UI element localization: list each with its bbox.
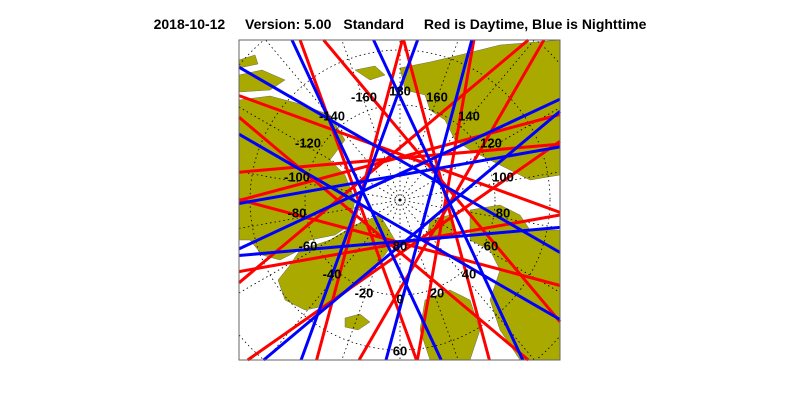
longitude-label: -40 <box>323 266 342 281</box>
map-frame <box>238 39 561 361</box>
longitude-label: 140 <box>458 108 480 123</box>
latitude-circle <box>238 41 559 359</box>
longitude-label: -160 <box>351 89 377 104</box>
nighttime-line <box>238 132 561 321</box>
longitude-line <box>399 199 459 361</box>
daytime-line <box>246 140 561 362</box>
nighttime-line <box>290 39 443 361</box>
nighttime-line <box>384 39 474 361</box>
longitude-label: -100 <box>284 169 310 184</box>
latitude-label: 80 <box>393 238 407 253</box>
nighttime-line <box>238 97 561 251</box>
longitude-label: 20 <box>430 285 444 300</box>
longitude-label: 180 <box>389 83 411 98</box>
mode-label: Standard <box>343 16 405 32</box>
legend-text: Red is Daytime, Blue is Nighttime <box>423 16 647 32</box>
latitude-label: 60 <box>393 343 407 358</box>
longitude-line <box>341 39 401 201</box>
nighttime-line <box>299 39 420 361</box>
longitude-label: -140 <box>319 108 345 123</box>
nighttime-line <box>238 225 561 257</box>
longitude-label: -60 <box>299 238 318 253</box>
longitude-label: 60 <box>484 238 498 253</box>
longitude-label: -120 <box>295 135 321 150</box>
longitude-label: 160 <box>426 89 448 104</box>
longitude-label: 40 <box>462 266 476 281</box>
longitude-line <box>341 199 401 361</box>
longitude-line <box>399 171 561 201</box>
longitude-label: -20 <box>355 285 374 300</box>
longitude-label: 0 <box>396 291 403 306</box>
nighttime-line <box>238 65 561 254</box>
daytime-line <box>238 94 561 214</box>
version-label: Version: 5.00 <box>245 16 332 32</box>
daytime-line <box>357 39 546 361</box>
plot-title: 2018-10-12 Version: 5.00 Standard Red is … <box>0 16 800 32</box>
longitude-label: 80 <box>496 205 510 220</box>
longitude-label: 120 <box>480 135 502 150</box>
terminator-lines <box>238 38 562 362</box>
latitude-circle <box>304 104 496 296</box>
longitude-line <box>265 199 401 361</box>
longitude-line <box>399 39 535 201</box>
daytime-line <box>238 113 561 202</box>
date-label: 2018-10-12 <box>153 16 226 32</box>
land-iceland <box>344 313 371 331</box>
longitude-label: 100 <box>492 169 514 184</box>
longitude-label: -80 <box>288 205 307 220</box>
